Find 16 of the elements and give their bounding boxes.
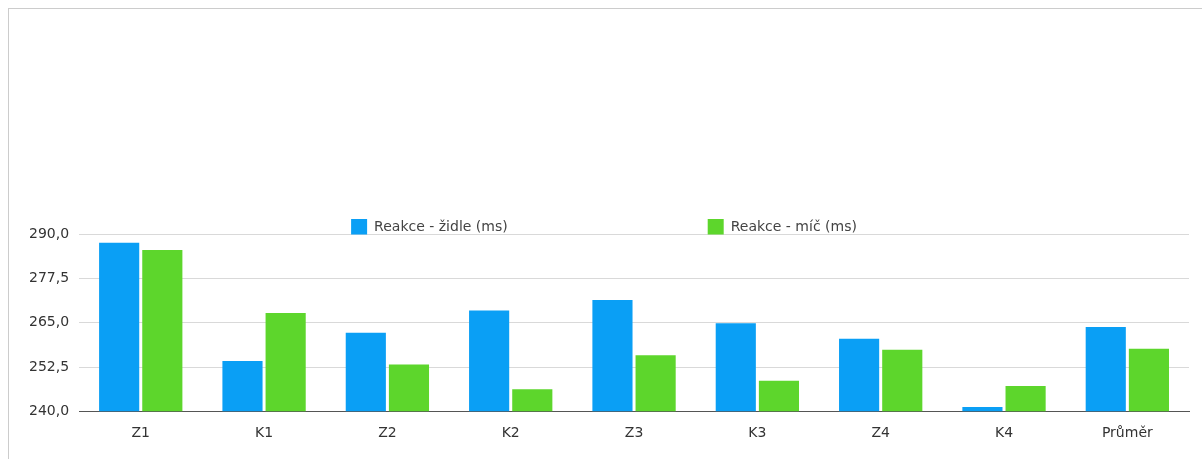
y-tick-label: 277,5 bbox=[28, 269, 70, 286]
x-tick-label: Průměr bbox=[1101, 424, 1153, 441]
y-tick-label: 290,0 bbox=[28, 225, 70, 242]
x-tick-label: K2 bbox=[501, 424, 520, 441]
x-tick-label: Z3 bbox=[624, 424, 644, 441]
y-tick-label: 252,5 bbox=[28, 357, 70, 374]
x-tick-label: K4 bbox=[994, 424, 1014, 441]
x-tick-label: Z1 bbox=[131, 424, 150, 441]
y-tick-label: 265,0 bbox=[28, 313, 70, 330]
x-tick-label: Z4 bbox=[871, 424, 891, 441]
x-tick-label: K1 bbox=[255, 424, 274, 441]
legend-label: Reakce - židle (ms) bbox=[374, 217, 508, 234]
y-tick-label: 240,0 bbox=[28, 401, 70, 418]
legend-label: Reakce - míč (ms) bbox=[730, 217, 857, 234]
x-tick-label: Z2 bbox=[378, 424, 397, 441]
x-tick-label: K3 bbox=[748, 424, 767, 441]
